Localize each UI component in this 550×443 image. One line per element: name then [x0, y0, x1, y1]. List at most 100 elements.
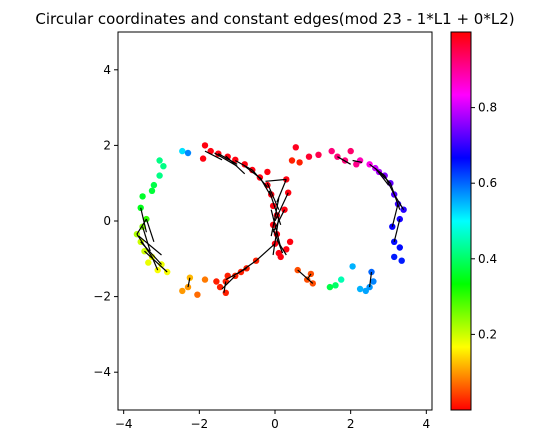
- edge-line: [369, 271, 373, 288]
- edge-line: [235, 159, 253, 171]
- data-point: [160, 163, 167, 170]
- edge-line: [270, 198, 280, 237]
- y-axis: −4 −2 0 2 4: [93, 63, 118, 379]
- data-point: [184, 149, 192, 157]
- x-tick-label: 4: [423, 417, 431, 431]
- colorbar-tick-label: 0.6: [478, 176, 497, 190]
- colorbar-gradient: [450, 31, 472, 411]
- data-point: [156, 172, 163, 179]
- data-point: [201, 276, 209, 283]
- data-point: [326, 283, 334, 291]
- data-point: [362, 287, 369, 295]
- edge-line: [272, 209, 286, 233]
- colorbar-tick-label: 0.8: [478, 101, 497, 115]
- x-tick-label: −4: [115, 417, 133, 431]
- data-point: [179, 147, 186, 155]
- edge-line: [218, 153, 238, 165]
- data-point: [338, 276, 345, 283]
- edge-line: [136, 218, 147, 235]
- data-point: [396, 244, 403, 251]
- edge-line: [274, 192, 289, 222]
- data-point: [328, 147, 335, 155]
- edge-line: [270, 209, 282, 248]
- data-point: [148, 187, 156, 194]
- data-point: [194, 291, 201, 298]
- y-tick-label: 2: [103, 138, 111, 152]
- edge-line: [138, 235, 162, 256]
- data-point: [201, 142, 209, 149]
- y-tick-label: −4: [93, 365, 111, 379]
- edge-line: [378, 171, 391, 184]
- edge-line: [255, 243, 276, 262]
- data-point: [307, 270, 315, 278]
- data-point: [334, 153, 341, 160]
- data-point: [277, 253, 284, 261]
- edge-line: [225, 267, 247, 281]
- edge-line: [391, 203, 399, 227]
- plot-area: −4 −2 0 2 4 −4 −2 0 2 4: [93, 31, 433, 431]
- data-point: [296, 159, 303, 166]
- edge-line: [223, 281, 227, 293]
- x-tick-label: −2: [190, 417, 208, 431]
- chart-title: Circular coordinates and constant edges(…: [35, 10, 514, 28]
- data-point: [241, 161, 248, 168]
- data-point: [213, 278, 220, 285]
- edge-line: [221, 275, 236, 290]
- edge-line: [276, 179, 287, 203]
- colorbar-tick-label: 0.4: [478, 252, 497, 266]
- edge-line: [393, 218, 401, 242]
- data-point: [283, 246, 290, 253]
- edge-layer: [136, 150, 405, 293]
- data-point: [292, 144, 299, 151]
- edge-line: [259, 177, 272, 197]
- edge-line: [144, 250, 168, 273]
- edge-line: [142, 226, 151, 252]
- edge-line: [145, 218, 155, 242]
- colorbar: 0.2 0.4 0.6 0.8: [450, 31, 497, 411]
- data-point: [145, 259, 152, 266]
- edge-line: [225, 155, 246, 175]
- data-point: [305, 153, 313, 160]
- data-point: [356, 157, 364, 164]
- colorbar-ticks: 0.2 0.4 0.6 0.8: [471, 101, 497, 341]
- x-axis: −4 −2 0 2 4: [115, 410, 430, 431]
- data-point: [139, 193, 146, 200]
- edge-line: [276, 239, 287, 256]
- data-point: [391, 253, 398, 261]
- edge-line: [151, 256, 159, 271]
- data-point: [216, 283, 224, 291]
- edge-line: [393, 194, 405, 211]
- x-tick-label: 0: [271, 417, 279, 431]
- data-point: [370, 278, 377, 285]
- edge-line: [265, 178, 287, 182]
- edge-line: [214, 152, 238, 167]
- data-point: [356, 285, 364, 293]
- x-tick-label: 2: [347, 417, 355, 431]
- colorbar-tick-label: 0.2: [478, 327, 497, 341]
- data-point: [179, 287, 186, 295]
- edge-line: [384, 175, 395, 195]
- data-point: [347, 147, 354, 155]
- edge-line: [374, 167, 389, 186]
- data-point: [199, 155, 207, 162]
- edge-line: [352, 159, 363, 163]
- y-tick-label: 4: [103, 63, 111, 77]
- edge-line: [187, 277, 191, 288]
- edge-line: [306, 273, 312, 280]
- data-point: [156, 157, 163, 164]
- data-point: [315, 151, 322, 158]
- data-point: [264, 168, 271, 176]
- edge-line: [204, 150, 223, 161]
- data-point: [288, 157, 296, 164]
- y-tick-label: −2: [93, 290, 111, 304]
- data-point: [150, 181, 158, 189]
- edge-line: [337, 156, 351, 165]
- data-point: [398, 257, 405, 264]
- data-point: [332, 282, 339, 289]
- data-point: [222, 289, 229, 296]
- edge-line: [140, 241, 162, 265]
- edge-line: [297, 269, 314, 284]
- data-point: [286, 238, 294, 245]
- edge-line: [140, 207, 147, 233]
